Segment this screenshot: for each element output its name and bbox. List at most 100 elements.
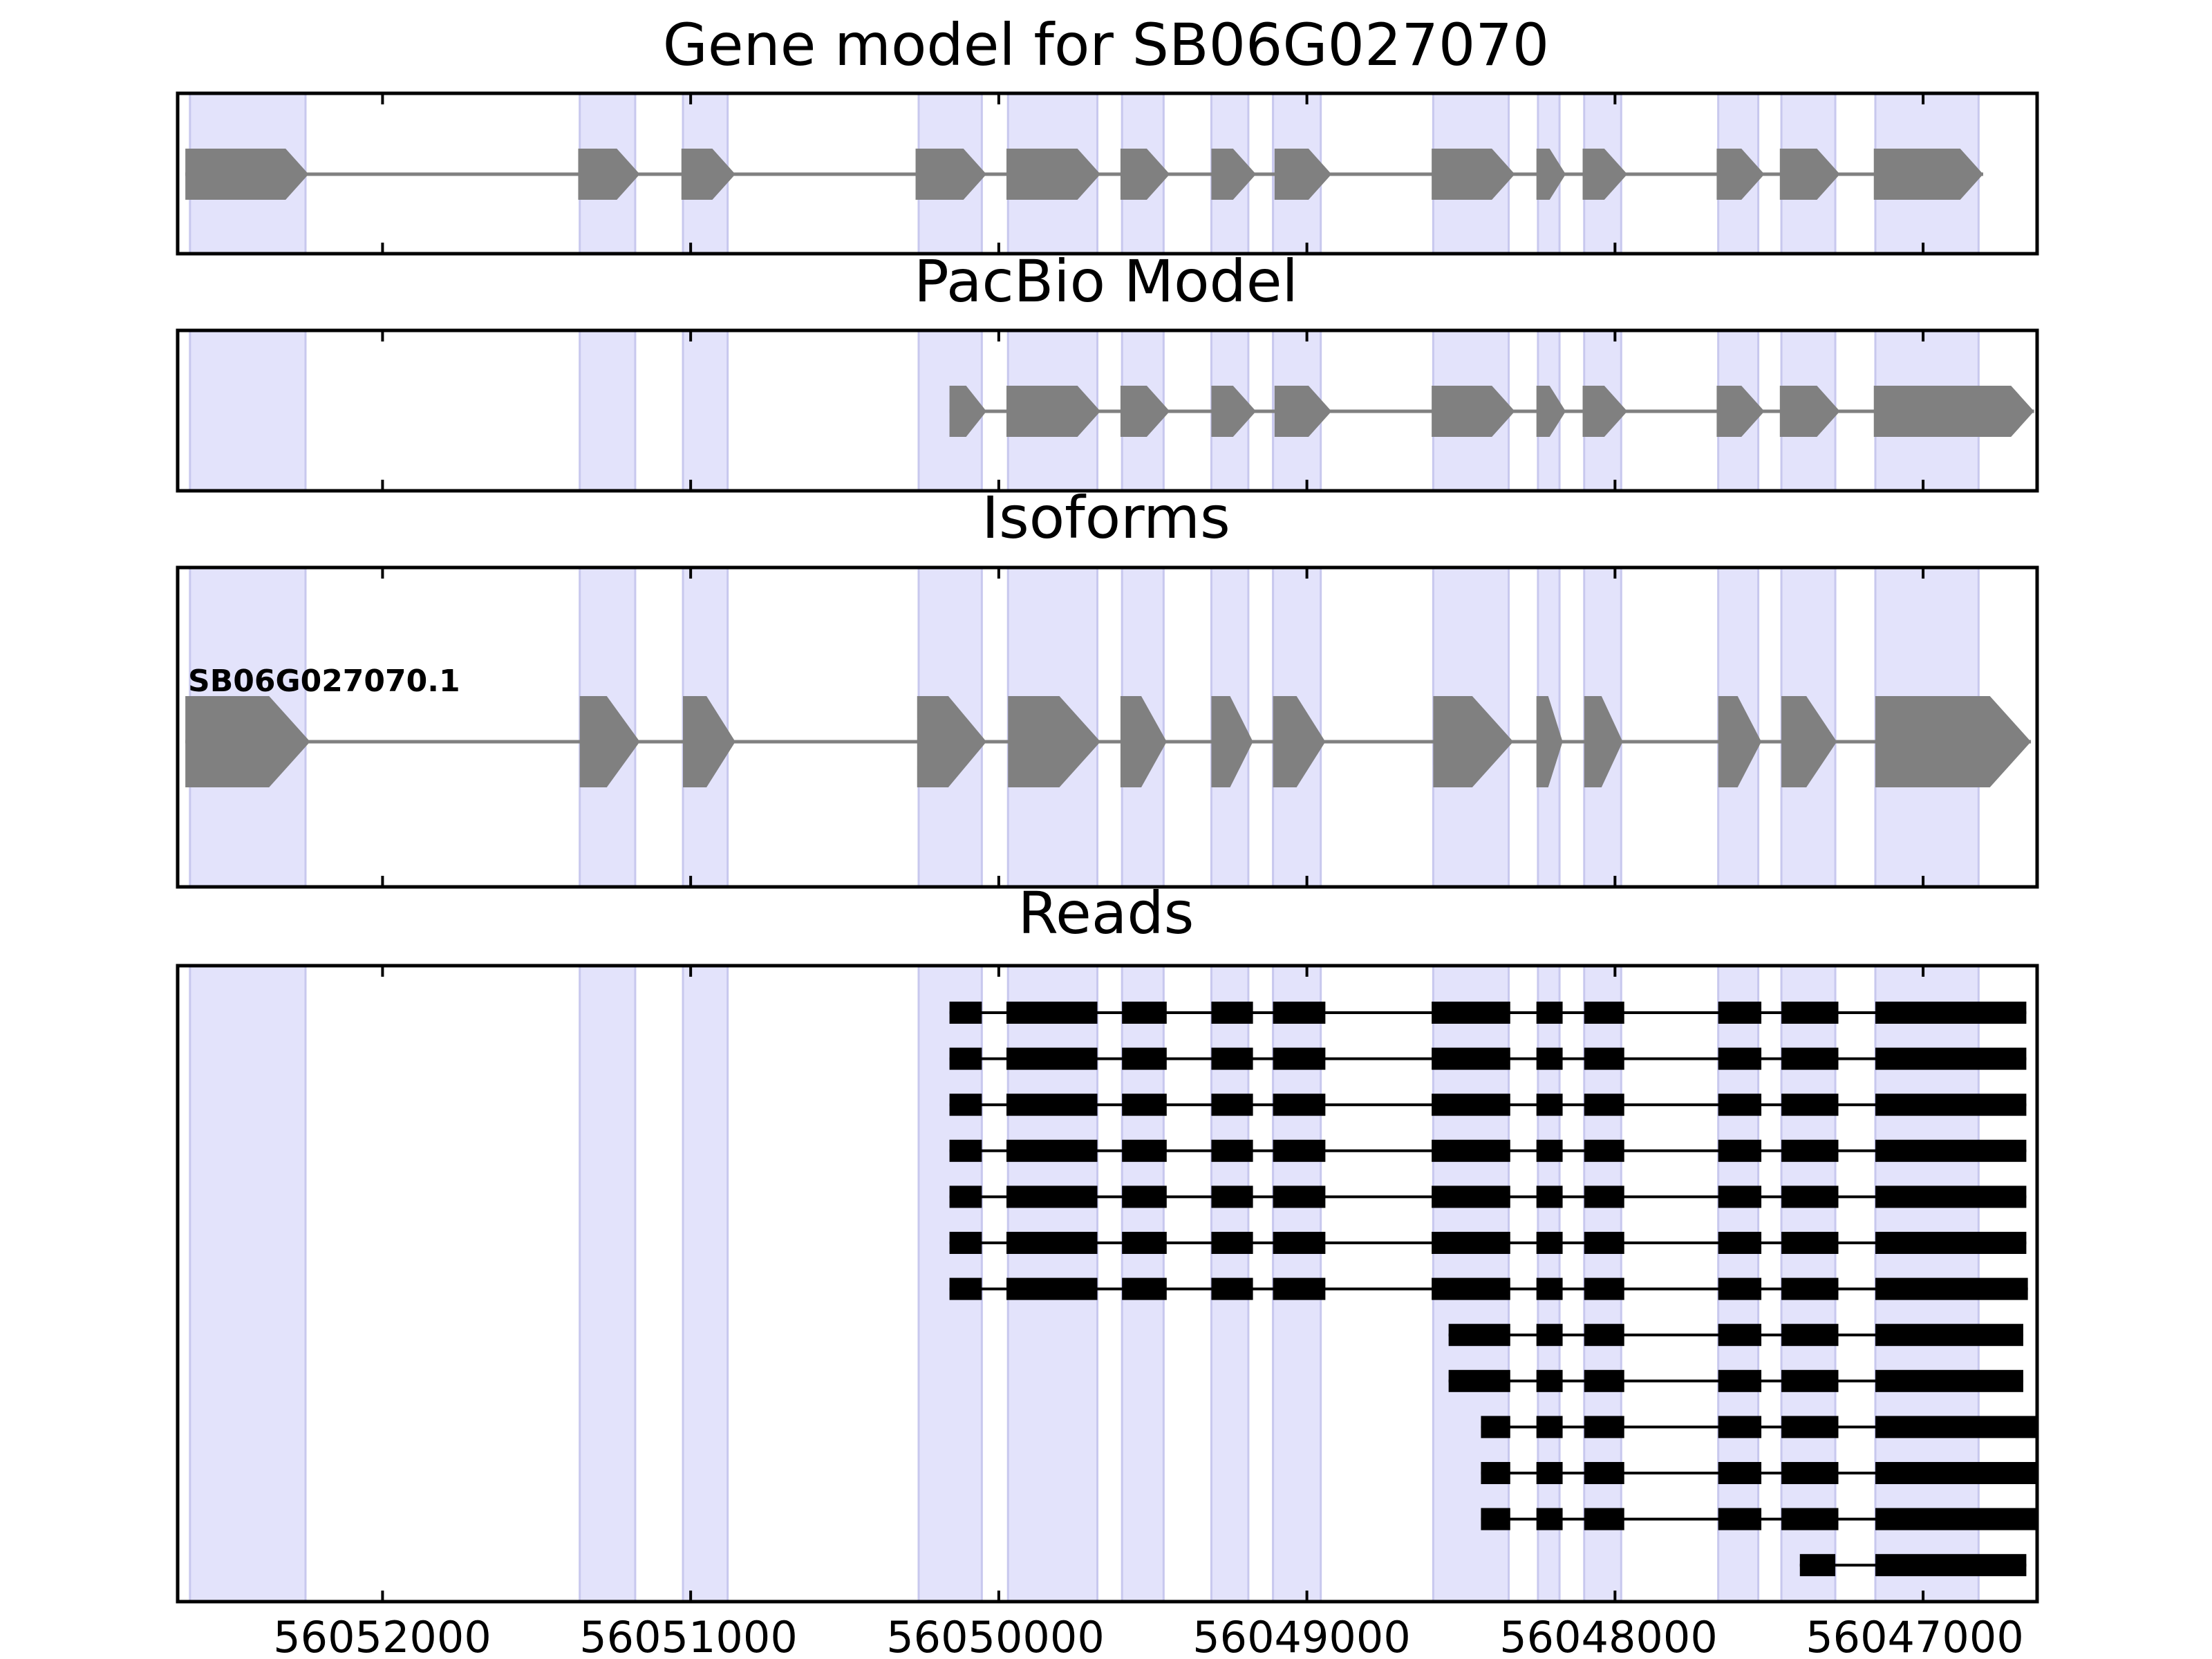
read-exon-block [1584, 1185, 1624, 1208]
exon-arrow [1120, 149, 1170, 200]
exon-arrow [1779, 386, 1840, 437]
read-exon-block [1273, 1047, 1326, 1070]
exon-arrow [579, 696, 640, 787]
exon-arrow [915, 149, 987, 200]
read-exon-block [949, 1139, 982, 1162]
read-exon-block [1718, 1185, 1762, 1208]
exon-arrow [1006, 386, 1100, 437]
exon-band [189, 964, 307, 1603]
read-exon-block [1718, 1139, 1762, 1162]
exon-arrow [1432, 386, 1515, 437]
read-exon-block [1718, 1369, 1762, 1392]
exon-band [189, 329, 307, 492]
read-exon-block [1584, 1047, 1624, 1070]
read-exon-block [1448, 1324, 1510, 1347]
x-tick-label: 56047000 [1806, 1612, 2024, 1659]
x-tick-label: 56052000 [273, 1612, 491, 1659]
read-exon-block [1536, 1185, 1563, 1208]
read-exon-block [1718, 1094, 1762, 1116]
read-exon-block [1211, 1002, 1253, 1024]
exon-arrow [1274, 149, 1332, 200]
read-exon-block [1718, 1047, 1762, 1070]
read-exon-block [1432, 1047, 1510, 1070]
read-exon-block [1875, 1139, 2027, 1162]
read-exon-block [1584, 1369, 1624, 1392]
read-exon-block [1536, 1139, 1563, 1162]
exon-arrow [1582, 386, 1628, 437]
read-exon-block [1781, 1232, 1839, 1254]
read-exon-block [1536, 1324, 1563, 1347]
exon-band [579, 964, 637, 1603]
read-exon-block [1432, 1232, 1510, 1254]
read-exon-block [1273, 1094, 1326, 1116]
panel-title-gene-model: Gene model for SB06G027070 [663, 11, 1549, 79]
exon-arrow [1120, 696, 1167, 787]
exon-arrow [1211, 696, 1253, 787]
exon-arrow [1432, 149, 1515, 200]
feature-layer [185, 149, 2037, 1577]
read-exon-block [1584, 1232, 1624, 1254]
exon-arrow [1716, 386, 1765, 437]
read-exon-block [1781, 1139, 1839, 1162]
exon-arrow [1120, 386, 1170, 437]
read-exon-block [1781, 1462, 1839, 1484]
panel-title-reads: Reads [1018, 879, 1194, 947]
exon-arrow [1779, 149, 1840, 200]
panel-frame [176, 91, 2039, 256]
read-exon-block [1718, 1462, 1762, 1484]
panel-title-pacbio-model: PacBio Model [914, 247, 1298, 315]
read-exon-block [1006, 1232, 1098, 1254]
read-exon-block [1122, 1185, 1167, 1208]
x-tick-label: 56050000 [886, 1612, 1105, 1659]
read-exon-block [1781, 1185, 1839, 1208]
read-exon-block [949, 1047, 982, 1070]
read-exon-block [1718, 1324, 1762, 1347]
exon-arrow [917, 696, 987, 787]
exon-arrow [185, 149, 309, 200]
read-exon-block [1432, 1185, 1510, 1208]
read-exon-block [1718, 1277, 1762, 1300]
read-exon-block [1584, 1324, 1624, 1347]
read-exon-block [1584, 1002, 1624, 1024]
read-exon-block [1584, 1094, 1624, 1116]
read-exon-block [1781, 1369, 1839, 1392]
read-exon-block [1799, 1554, 1836, 1577]
read-exon-block [1536, 1002, 1563, 1024]
read-exon-block [1536, 1232, 1563, 1254]
read-exon-block [1781, 1416, 1839, 1438]
read-exon-block [1875, 1002, 2027, 1024]
read-exon-block [1875, 1416, 2037, 1438]
exon-arrow [949, 386, 987, 437]
read-exon-block [1781, 1277, 1839, 1300]
exon-band [682, 329, 729, 492]
exon-arrow [1536, 386, 1566, 437]
read-exon-block [1211, 1139, 1253, 1162]
exon-arrow [1584, 696, 1623, 787]
read-exon-block [1273, 1002, 1326, 1024]
exon-arrow [1536, 149, 1566, 200]
read-exon-block [949, 1232, 982, 1254]
read-exon-block [1273, 1232, 1326, 1254]
exon-arrow [1536, 696, 1563, 787]
read-exon-block [1211, 1232, 1253, 1254]
read-exon-block [1781, 1324, 1839, 1347]
read-exon-block [1122, 1047, 1167, 1070]
read-exon-block [1536, 1416, 1563, 1438]
read-exon-block [1718, 1232, 1762, 1254]
read-exon-block [1875, 1094, 2027, 1116]
read-exon-block [1875, 1324, 2023, 1347]
exon-arrow [1718, 696, 1762, 787]
exon-band [682, 964, 729, 1603]
read-exon-block [1006, 1047, 1098, 1070]
read-exon-block [1718, 1416, 1762, 1438]
read-exon-block [1584, 1277, 1624, 1300]
read-exon-block [1432, 1139, 1510, 1162]
read-exon-block [1122, 1277, 1167, 1300]
read-exon-block [1584, 1139, 1624, 1162]
read-exon-block [1006, 1002, 1098, 1024]
x-tick-label: 56049000 [1192, 1612, 1411, 1659]
read-exon-block [1432, 1002, 1510, 1024]
read-exon-block [1006, 1277, 1098, 1300]
read-exon-block [1536, 1508, 1563, 1530]
read-exon-block [1432, 1277, 1510, 1300]
